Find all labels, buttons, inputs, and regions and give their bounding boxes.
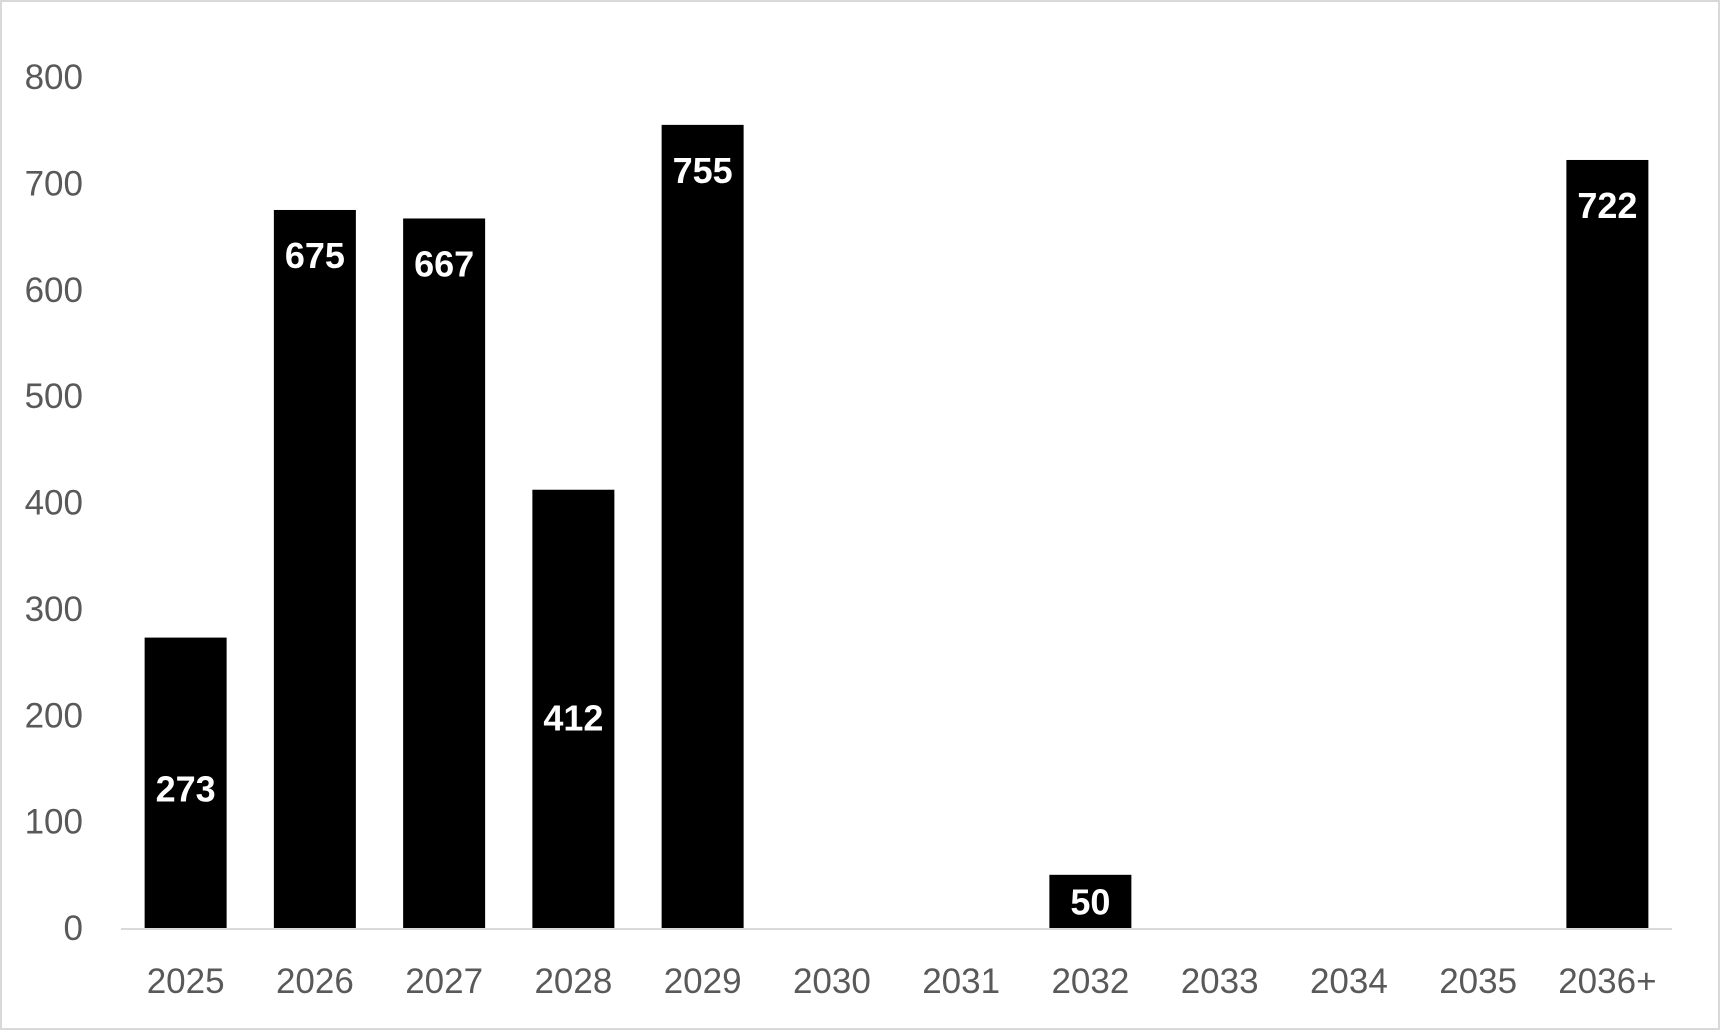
x-tick-label: 2033 <box>1181 962 1259 1001</box>
x-tick-label: 2032 <box>1051 962 1129 1001</box>
y-axis-ticks: 0 100 200 300 400 500 600 700 800 <box>25 58 83 948</box>
bars <box>144 124 1649 928</box>
x-axis-ticks: 2025 2026 2027 2028 2029 2030 2031 2032 2033 2034… <box>147 962 1657 1001</box>
y-tick-label: 600 <box>25 271 83 310</box>
x-tick-label: 2036+ <box>1558 962 1656 1001</box>
bar-2025 <box>144 637 227 928</box>
x-tick-label: 2028 <box>534 962 612 1001</box>
bar-2032 <box>1049 874 1132 928</box>
y-tick-label: 800 <box>25 58 83 97</box>
bar-2036+ <box>1566 159 1649 928</box>
x-tick-label: 2035 <box>1439 962 1517 1001</box>
bar-2028 <box>532 489 615 928</box>
y-tick-label: 700 <box>25 164 83 203</box>
data-label-2036+: 722 <box>1577 185 1637 226</box>
bar-2026 <box>273 209 356 928</box>
x-tick-label: 2027 <box>405 962 483 1001</box>
data-label-2032: 50 <box>1070 881 1110 922</box>
x-tick-label: 2029 <box>664 962 742 1001</box>
y-tick-label: 400 <box>25 484 83 523</box>
x-tick-label: 2025 <box>147 962 225 1001</box>
data-label-2025: 273 <box>156 769 216 810</box>
data-label-2028: 412 <box>543 698 603 739</box>
y-tick-label: 200 <box>25 696 83 735</box>
data-label-2029: 755 <box>673 150 733 191</box>
x-tick-label: 2030 <box>793 962 871 1001</box>
y-tick-label: 0 <box>64 909 83 948</box>
x-tick-label: 2031 <box>922 962 1000 1001</box>
data-label-2026: 675 <box>285 235 345 276</box>
y-tick-label: 100 <box>25 803 83 842</box>
data-label-2027: 667 <box>414 243 474 284</box>
bar-2027 <box>403 218 486 928</box>
x-tick-label: 2026 <box>276 962 354 1001</box>
y-tick-label: 300 <box>25 590 83 629</box>
y-tick-label: 500 <box>25 377 83 416</box>
x-tick-label: 2034 <box>1310 962 1388 1001</box>
data-labels: 273 675 667 412 755 50 722 <box>156 150 1638 923</box>
bar-2029 <box>661 124 744 928</box>
